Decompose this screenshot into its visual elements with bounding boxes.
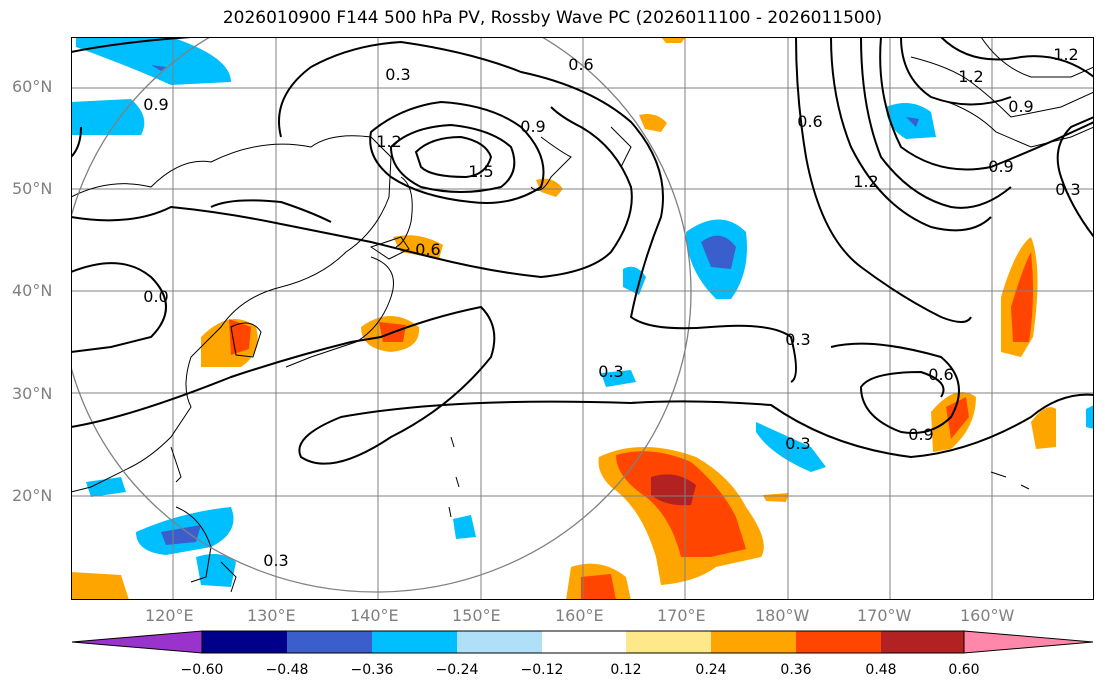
neg-anomaly-sw3 xyxy=(86,477,126,497)
lat-label: 60°N xyxy=(12,77,53,96)
colorbar-bin xyxy=(711,631,796,653)
colorbar-tick: −0.60 xyxy=(180,662,224,678)
colorbar-bin xyxy=(796,631,881,653)
chart-title: 2026010900 F144 500 hPa PV, Rossby Wave … xyxy=(222,8,883,28)
lon-label: 130°E xyxy=(247,606,296,625)
contour-label: 0.9 xyxy=(520,117,545,136)
neg-anomaly-nw-core xyxy=(151,65,166,71)
neg-anomaly-far-e xyxy=(1086,405,1094,429)
colorbar-max-extension xyxy=(963,630,1094,654)
contour-label: 1.2 xyxy=(958,67,983,86)
neg-anomaly-w xyxy=(71,99,145,135)
lat-label: 40°N xyxy=(12,281,53,300)
pos-anomaly-sw-corner xyxy=(71,572,129,600)
map-svg: 0.3 0.6 0.9 1.2 1.5 0.6 0.9 1.2 1.2 0.9 … xyxy=(60,0,1095,600)
neg-anomaly-c4 xyxy=(453,515,476,539)
colorbar-bin xyxy=(372,631,457,653)
pos-anomaly-small xyxy=(763,493,789,502)
lon-label: 160°W xyxy=(960,606,1015,625)
colorbar-tick: 0.12 xyxy=(610,662,642,678)
colorbar-tick: 0.24 xyxy=(695,662,727,678)
colorbar-tick: 0.48 xyxy=(865,662,897,678)
neg-anomaly-c-core xyxy=(701,235,736,269)
neg-anomaly-c3 xyxy=(601,370,636,387)
neg-anomaly-ne-core xyxy=(906,117,919,127)
contour-label-group: 0.3 0.6 0.9 1.2 1.5 0.6 0.9 1.2 1.2 0.9 … xyxy=(143,45,1080,570)
lon-label: 150°E xyxy=(452,606,501,625)
neg-anomaly-e xyxy=(756,422,826,472)
contour-label: 0.9 xyxy=(1008,97,1033,116)
contour-label: 0.9 xyxy=(143,95,168,114)
colorbar-bin xyxy=(881,631,964,653)
contour-label: 1.2 xyxy=(853,172,878,191)
contour-label: 0.6 xyxy=(415,240,440,259)
pos-anomaly-e-core xyxy=(946,397,969,439)
lon-label: 170°W xyxy=(857,606,912,625)
neg-anomaly-c2 xyxy=(623,266,646,295)
pos-anomaly-hokkaido xyxy=(393,235,443,259)
colorbar-bin xyxy=(542,631,626,653)
lon-label: 120°E xyxy=(145,606,194,625)
colorbar xyxy=(71,630,1094,654)
lon-label: 170°E xyxy=(657,606,706,625)
pos-anomaly-top xyxy=(661,37,686,43)
colorbar-tick: 0.36 xyxy=(780,662,812,678)
contour-label: 0.3 xyxy=(785,434,810,453)
pos-anomaly-s-core xyxy=(581,574,616,600)
colorbar-bin xyxy=(626,631,711,653)
pos-anomaly-far-e xyxy=(1031,407,1056,449)
contour-label: 1.5 xyxy=(468,162,493,181)
colorbar-tick: −0.36 xyxy=(350,662,394,678)
pos-anomaly-ne-strip-core xyxy=(1011,252,1034,342)
contour-label: 0.3 xyxy=(598,362,623,381)
colorbar-tick: 0.60 xyxy=(948,662,980,678)
pos-anomaly-kamchatka xyxy=(639,114,667,132)
neg-anomaly-sw-core xyxy=(161,525,201,545)
colorbar-bin xyxy=(202,631,287,653)
contour-label: 0.6 xyxy=(568,55,593,74)
contour-label: 0.3 xyxy=(785,330,810,349)
colorbar-bin xyxy=(457,631,542,653)
contour-label: 0.3 xyxy=(1055,180,1080,199)
colorbar-min-extension xyxy=(71,630,203,654)
contour-label: 0.9 xyxy=(908,425,933,444)
contour-label: 1.2 xyxy=(376,132,401,151)
colorbar-bin xyxy=(287,631,372,653)
colorbar-tick: −0.12 xyxy=(520,662,564,678)
pv-contours xyxy=(70,36,1095,465)
colorbar-tick: −0.48 xyxy=(265,662,309,678)
contour-label: 0.6 xyxy=(797,112,822,131)
lon-label: 180°W xyxy=(755,606,810,625)
anomaly-shading xyxy=(71,37,1094,600)
contour-label: 0.9 xyxy=(988,157,1013,176)
colorbar-tick: −0.24 xyxy=(435,662,479,678)
lon-label: 160°E xyxy=(555,606,604,625)
contour-label: 0.0 xyxy=(143,287,168,306)
map-panel: 0.3 0.6 0.9 1.2 1.5 0.6 0.9 1.2 1.2 0.9 … xyxy=(60,0,1095,600)
lat-label: 20°N xyxy=(12,486,53,505)
neg-anomaly-sw2 xyxy=(196,553,236,587)
contour-label: 0.3 xyxy=(263,551,288,570)
lat-label: 50°N xyxy=(12,179,53,198)
graticule xyxy=(71,37,1094,600)
lat-label: 30°N xyxy=(12,384,53,403)
lon-label: 140°E xyxy=(350,606,399,625)
contour-label: 0.3 xyxy=(385,65,410,84)
contour-label: 0.6 xyxy=(928,365,953,384)
contour-label: 1.2 xyxy=(1053,45,1078,64)
